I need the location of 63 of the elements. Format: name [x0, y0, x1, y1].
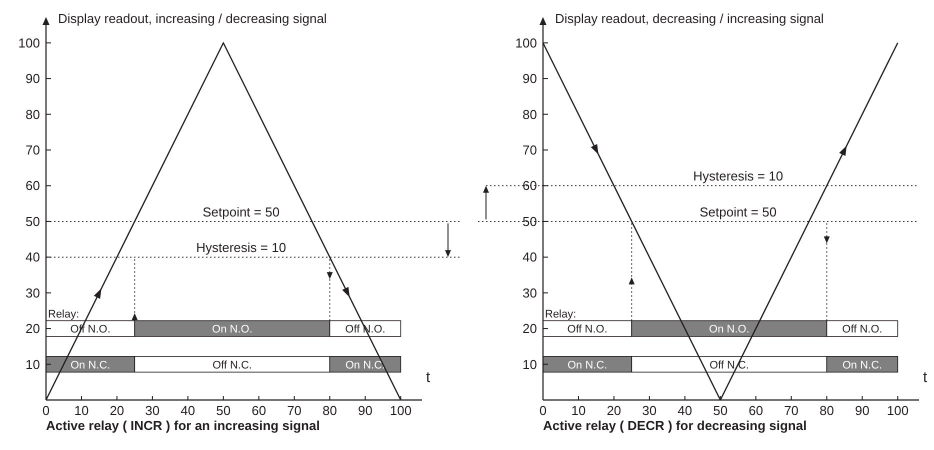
annotation: On N.C.	[345, 359, 386, 372]
y-tick-label: 10	[26, 356, 40, 372]
x-tick-label: 30	[145, 403, 160, 418]
annotation: On N.O.	[212, 324, 252, 336]
y-tick-label: 70	[522, 142, 537, 158]
y-tick-label: 20	[26, 321, 40, 336]
ref-line-label: Setpoint = 50	[202, 204, 280, 220]
x-tick-label: 60	[252, 403, 266, 418]
x-tick-label: 0	[42, 403, 50, 418]
annotation: Off N.O.	[567, 324, 608, 336]
y-tick-label: 40	[522, 250, 537, 265]
annotation: Hysteresis = 10	[693, 168, 784, 184]
y-tick-label: 40	[26, 250, 40, 265]
x-tick-label: 40	[180, 403, 196, 418]
x-tick-label: 70	[784, 403, 799, 418]
x-tick-label: 50	[713, 403, 728, 418]
x-tick-label: 100	[390, 403, 412, 418]
x-tick-label: 10	[74, 403, 89, 418]
x-tick-label: 100	[886, 403, 909, 418]
x-tick-label: 50	[216, 403, 231, 418]
y-tick-label: 100	[515, 35, 537, 50]
annotation: Off N.O.	[842, 324, 882, 336]
y-tick-label: 20	[522, 321, 537, 336]
text: Active relay ( INCR ) for an increasing signal	[46, 418, 320, 433]
y-tick-label: 50	[26, 214, 40, 229]
x-tick-label: 40	[678, 403, 692, 418]
legend-title: Relay:	[545, 308, 576, 321]
annotation: Hysteresis = 10	[196, 240, 286, 256]
y-tick-label: 50	[522, 214, 537, 229]
y-tick-label: 30	[522, 285, 537, 300]
x-axis-title: t	[426, 369, 431, 386]
y-tick-label: 90	[522, 71, 537, 86]
legend-title: Relay:	[48, 308, 80, 321]
y-tick-label: 70	[26, 142, 40, 158]
x-tick-label: 20	[606, 403, 622, 418]
x-tick-label: 90	[855, 403, 870, 418]
y-tick-label: 80	[522, 106, 537, 122]
y-tick-label: 30	[26, 285, 40, 300]
y-tick-label: 10	[522, 356, 537, 372]
y-tick-label: 100	[18, 35, 40, 50]
y-axis-title: Display readout, increasing / decreasing signal	[58, 11, 327, 26]
x-axis-title: t	[923, 369, 928, 386]
x-tick-label: 80	[322, 403, 338, 418]
y-tick-label: 60	[26, 178, 40, 194]
x-tick-label: 90	[358, 403, 372, 418]
annotation: On N.O.	[709, 324, 750, 336]
x-tick-label: 70	[287, 403, 302, 418]
annotation: Off N.C.	[212, 359, 252, 372]
y-tick-label: 90	[26, 71, 40, 86]
x-tick-label: 30	[642, 403, 657, 418]
x-tick-label: 60	[748, 403, 764, 418]
text: Active relay ( DECR ) for decreasing signal	[543, 418, 807, 433]
x-tick-label: 10	[571, 403, 586, 418]
x-tick-label: 0	[539, 403, 547, 418]
x-tick-label: 80	[820, 403, 834, 418]
y-axis-title: Display readout, decreasing / increasing signal	[555, 11, 824, 26]
y-tick-label: 60	[522, 178, 537, 194]
y-tick-label: 80	[26, 106, 40, 122]
annotation: On N.C.	[842, 359, 882, 372]
annotation: On N.C.	[567, 359, 608, 372]
annotation: On N.C.	[70, 359, 110, 372]
ref-line-label: Setpoint = 50	[700, 204, 777, 220]
x-tick-label: 20	[110, 403, 124, 418]
